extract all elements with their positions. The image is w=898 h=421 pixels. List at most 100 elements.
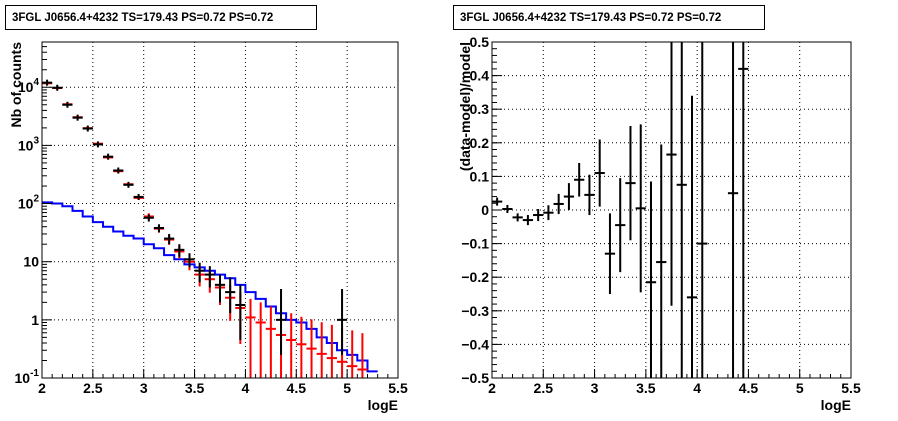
- right-x-tick-label: 5.5: [841, 380, 861, 396]
- left-series-model-point: [357, 333, 368, 378]
- left-series-data-point: [164, 233, 175, 245]
- left-x-tick-label: 4: [242, 380, 250, 396]
- left-series-model-point: [296, 316, 307, 378]
- left-series-data-point: [143, 214, 154, 222]
- right-series-residual-point: [584, 174, 595, 216]
- right-series-residual-point: [502, 204, 513, 214]
- left-series-data-point: [336, 288, 348, 355]
- right-series-residual-point: [615, 178, 626, 273]
- left-series-data-point: [204, 266, 215, 288]
- right-x-tick-label: 3: [591, 380, 599, 396]
- right-x-tick-label: 5: [796, 380, 804, 396]
- right-series-residual-point: [553, 193, 564, 215]
- left-series-data-point: [113, 167, 124, 174]
- right-series-residual-point: [625, 126, 636, 241]
- left-series-data-point: [62, 101, 73, 108]
- right-series-residual-point: [656, 144, 667, 378]
- left-series-data-point: [184, 253, 195, 268]
- right-series-residual-point: [666, 42, 677, 306]
- right-y-tick-label: −0.5: [461, 370, 489, 386]
- left-series-model-point: [265, 306, 276, 378]
- left-x-tick-label: 3: [140, 380, 148, 396]
- left-series-model-point: [347, 330, 358, 378]
- left-series-data-point: [235, 284, 246, 341]
- right-series-residual-point: [492, 197, 503, 206]
- left-series-data-point: [153, 224, 165, 233]
- right-y-tick-label: 0.4: [470, 68, 490, 84]
- right-y-tick-label: −0.1: [461, 236, 489, 252]
- right-x-tick-label: 2: [488, 380, 496, 396]
- right-y-tick-label: 0.2: [470, 135, 490, 151]
- right-x-tick-label: 4.5: [739, 380, 759, 396]
- left-y-tick-label: 10-1: [15, 368, 40, 386]
- right-chart-title: 3FGL J0656.4+4232 TS=179.43 PS=0.72 PS=0…: [453, 5, 765, 30]
- left-plot-area: 2 2.5 3 3.5 4 4.5 5 5.5 10-1 1 10 102 103 104 logE Nb o…: [8, 41, 408, 413]
- left-x-tick-label: 2.5: [83, 380, 103, 396]
- right-series-residual-point: [686, 95, 698, 378]
- right-y-tick-label: −0.2: [461, 269, 489, 285]
- left-series-model-point: [245, 298, 256, 378]
- left-series-model-point: [306, 319, 317, 378]
- left-series-model-point: [255, 302, 266, 378]
- left-series-data-point: [82, 125, 93, 132]
- left-x-tick-label: 2: [38, 380, 46, 396]
- left-plot-background: [42, 42, 398, 378]
- left-x-tick-label: 5.5: [388, 380, 408, 396]
- left-series-data-point: [194, 262, 205, 283]
- right-series-residual-point: [738, 42, 749, 378]
- right-y-tick-label: −0.3: [461, 303, 489, 319]
- left-series-data-point: [123, 181, 134, 188]
- right-y-axis-label: (data-model)/model: [457, 42, 473, 171]
- right-series-residual-point: [594, 139, 605, 207]
- left-series-model-point: [286, 313, 297, 378]
- left-x-axis-label: logE: [368, 397, 398, 413]
- right-x-axis-label: logE: [821, 397, 851, 413]
- right-series-residual-point: [727, 42, 739, 378]
- left-x-tick-label: 5: [343, 380, 351, 396]
- right-series-residual-point: [604, 213, 616, 294]
- right-series-residual-point: [563, 183, 575, 210]
- left-plot-frame: [41, 41, 399, 379]
- right-x-tick-label: 3.5: [636, 380, 656, 396]
- left-y-tick-label: 1: [31, 312, 39, 328]
- right-x-tick-label: 4: [693, 380, 701, 396]
- right-series-residual-point: [645, 181, 657, 378]
- left-series-data-point: [92, 141, 104, 148]
- left-series-data-point: [225, 277, 236, 314]
- left-series-data-point: [72, 114, 83, 121]
- right-series-residual-point: [635, 124, 646, 293]
- left-x-tick-label: 3.5: [185, 380, 205, 396]
- left-series-data-point: [275, 288, 287, 355]
- left-y-tick-label: 103: [18, 135, 40, 153]
- right-series-residual-point: [522, 215, 534, 226]
- right-y-tick-label: 0.5: [470, 34, 490, 50]
- left-series-model-point: [326, 324, 337, 378]
- left-y-tick-label: 10: [23, 254, 39, 270]
- right-series-residual-point: [574, 162, 585, 197]
- left-x-tick-label: 4.5: [287, 380, 307, 396]
- left-series-data-point: [103, 153, 114, 160]
- left-y-axis-label: Nb of counts: [8, 42, 24, 128]
- left-series-data-point: [214, 274, 226, 303]
- right-y-tick-label: 0.3: [470, 101, 490, 117]
- right-series-residual-point: [543, 205, 554, 221]
- left-chart-title: 3FGL J0656.4+4232 TS=179.43 PS=0.72 PS=0…: [5, 5, 317, 30]
- left-series-data-point: [174, 244, 185, 258]
- right-series-residual-point: [533, 208, 544, 222]
- right-series-residual-point: [676, 42, 687, 378]
- left-series-data-point: [133, 193, 144, 200]
- left-series-model-point: [316, 322, 327, 378]
- right-y-tick-label: 0.1: [470, 168, 490, 184]
- left-series-data-point: [42, 79, 53, 86]
- left-y-tick-label: 104: [18, 77, 40, 95]
- right-series-residual-point: [512, 213, 523, 222]
- right-series-residual-point: [697, 42, 708, 378]
- right-x-tick-label: 2.5: [534, 380, 554, 396]
- right-y-tick-label: −0.4: [461, 336, 489, 352]
- right-chart-residuals: 2 2.5 3 3.5 4 4.5 5 5.5 −0.5 −0.4 −0.3 −0.2 −0.1 0 0.1…: [457, 34, 861, 413]
- left-y-tick-label: 102: [18, 194, 40, 212]
- left-series-data-point: [52, 84, 63, 91]
- right-y-tick-label: 0: [481, 202, 489, 218]
